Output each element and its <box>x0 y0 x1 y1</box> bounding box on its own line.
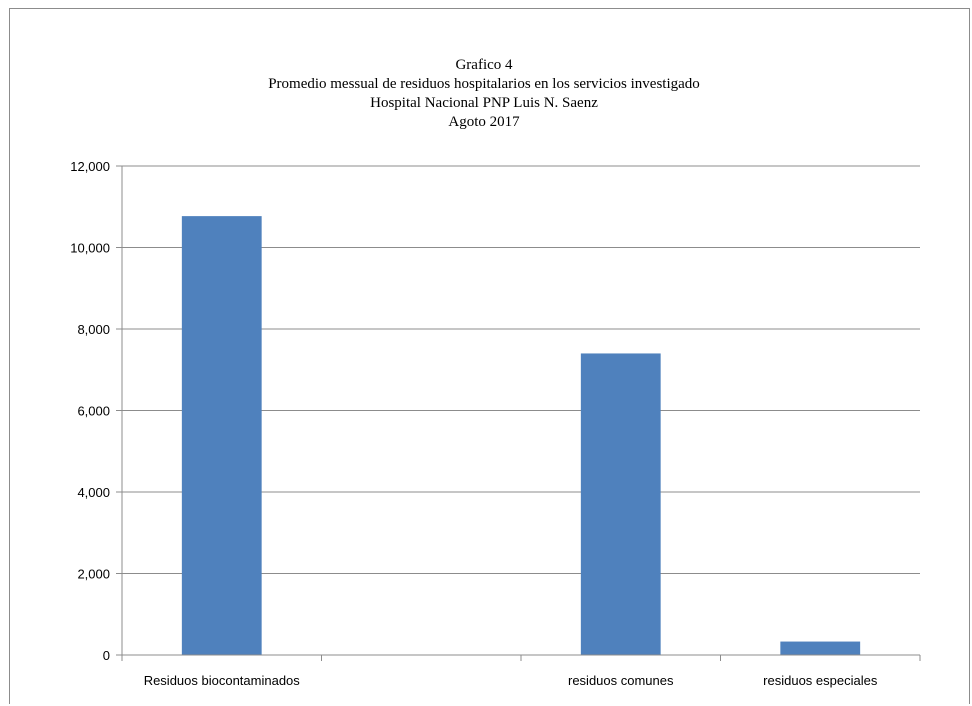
y-tick-label: 6,000 <box>77 404 110 419</box>
y-axis-ticks: 0 2,000 4,000 6,000 8,000 10,000 12,000 <box>70 159 122 663</box>
category-label: residuos comunes <box>568 673 674 688</box>
category-label: residuos especiales <box>763 673 878 688</box>
y-tick-label: 2,000 <box>77 567 110 582</box>
chart-frame <box>9 8 970 704</box>
title-line-1: Grafico 4 <box>455 57 513 73</box>
x-axis <box>121 166 921 661</box>
bar <box>780 641 861 655</box>
y-tick-label: 8,000 <box>77 322 110 337</box>
y-tick-label: 0 <box>103 648 110 663</box>
chart-title: Grafico 4 Promedio messual de residuos h… <box>268 57 700 130</box>
title-line-3: Hospital Nacional PNP Luis N. Saenz <box>370 95 598 111</box>
title-line-2: Promedio messual de residuos hospitalari… <box>268 76 700 92</box>
title-line-4: Agoto 2017 <box>448 114 520 130</box>
category-labels: Residuos biocontaminados residuos comunes… <box>144 673 878 688</box>
bar <box>580 353 661 655</box>
category-label: Residuos biocontaminados <box>144 673 301 688</box>
bar <box>181 216 262 655</box>
y-tick-label: 4,000 <box>77 485 110 500</box>
y-tick-label: 12,000 <box>70 159 110 174</box>
bars <box>181 216 861 655</box>
y-tick-label: 10,000 <box>70 241 110 256</box>
